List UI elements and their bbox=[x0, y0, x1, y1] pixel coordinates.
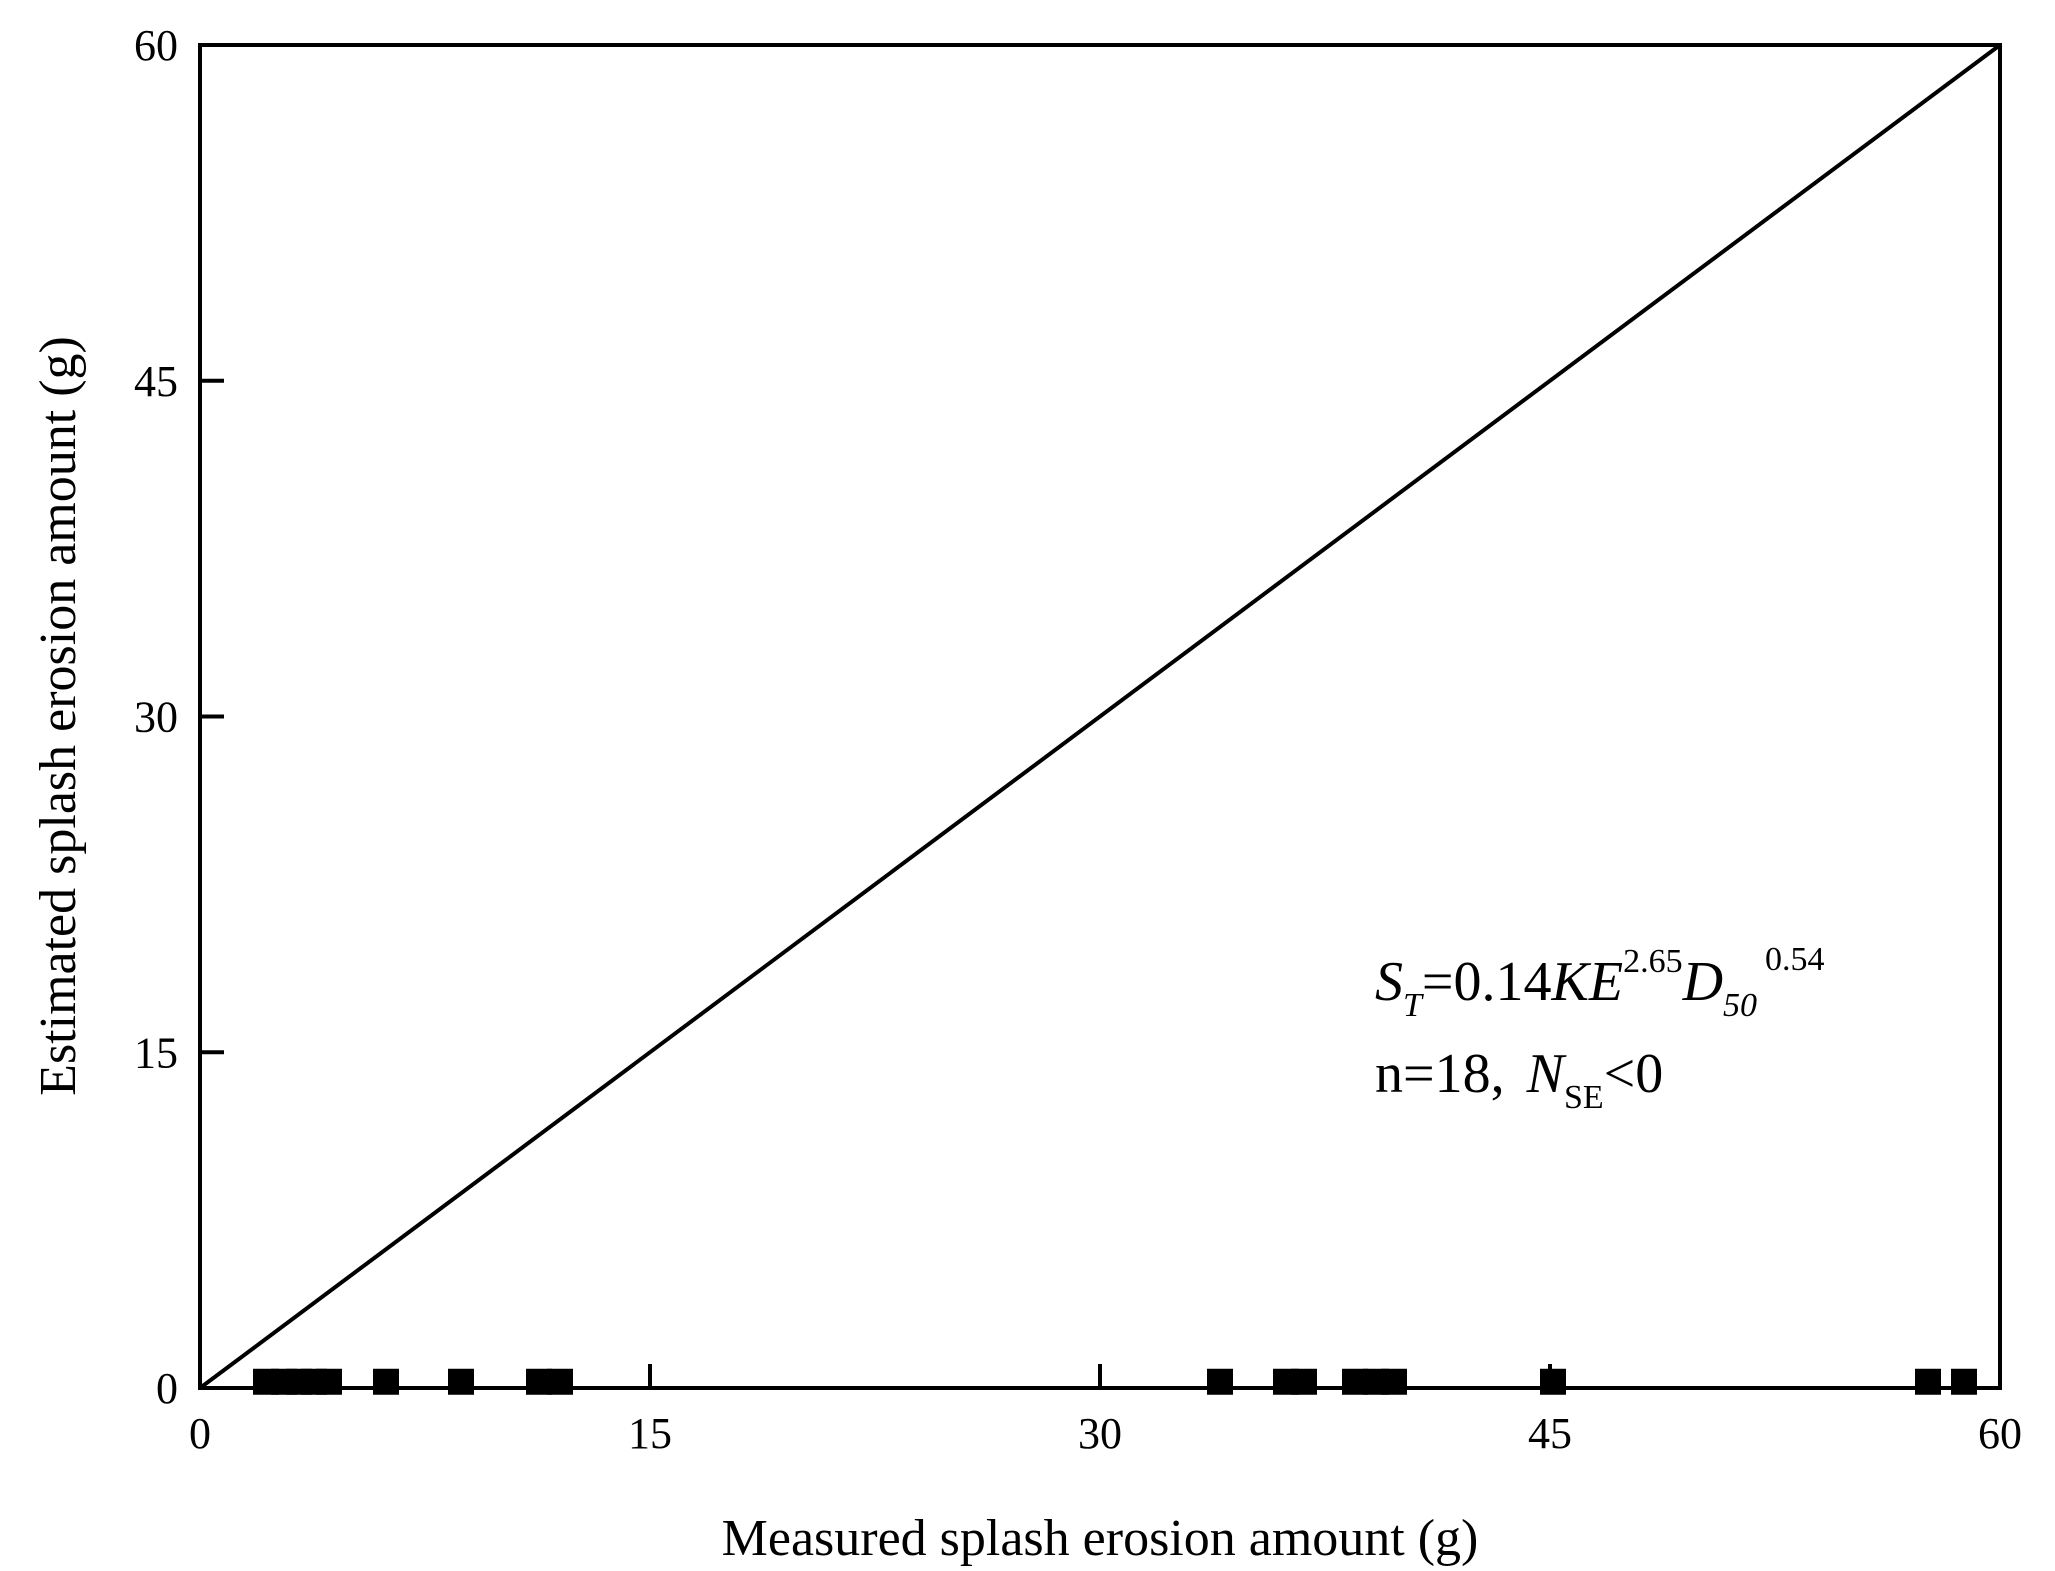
data-point bbox=[1951, 1368, 1977, 1395]
data-point bbox=[1915, 1368, 1941, 1395]
eq-d: D bbox=[1682, 951, 1723, 1013]
eq-mid: =0.14 bbox=[1422, 951, 1552, 1013]
data-point bbox=[1207, 1368, 1233, 1395]
data-point bbox=[448, 1368, 474, 1395]
data-point bbox=[1291, 1368, 1317, 1395]
y-tick-label: 15 bbox=[134, 1028, 178, 1077]
stat-nse-sub: SE bbox=[1564, 1079, 1604, 1116]
one-to-one-line bbox=[198, 43, 2002, 1390]
stat-rel: <0 bbox=[1604, 1043, 1664, 1105]
eq-s-sub: T bbox=[1403, 987, 1424, 1024]
eq-s: S bbox=[1375, 951, 1403, 1013]
equation-annotation: ST=0.14KE2.65D500.54 bbox=[1375, 941, 1825, 1024]
y-tick-label: 45 bbox=[134, 357, 178, 406]
y-tick-label: 0 bbox=[156, 1364, 178, 1413]
eq-ke-sup: 2.65 bbox=[1623, 943, 1683, 980]
stats-annotation: n=18, NSE<0 bbox=[1375, 1043, 1663, 1116]
x-tick-label: 0 bbox=[189, 1409, 211, 1458]
stat-nse: N bbox=[1526, 1043, 1567, 1105]
x-tick-label: 30 bbox=[1078, 1409, 1122, 1458]
y-axis-ticks: 0 15 30 45 60 bbox=[134, 21, 224, 1413]
y-tick-label: 30 bbox=[134, 693, 178, 742]
y-axis-title: Estimated splash erosion amount (g) bbox=[30, 336, 87, 1096]
stat-n: n=18, bbox=[1375, 1043, 1505, 1105]
data-point bbox=[547, 1368, 573, 1395]
y-tick-label: 60 bbox=[134, 21, 178, 70]
data-point bbox=[1540, 1368, 1566, 1395]
x-tick-label: 15 bbox=[628, 1409, 672, 1458]
data-point bbox=[1381, 1368, 1407, 1395]
x-axis-title: Measured splash erosion amount (g) bbox=[722, 1510, 1479, 1567]
eq-d-sup: 0.54 bbox=[1765, 941, 1825, 978]
eq-d-sub: 50 bbox=[1723, 987, 1757, 1024]
data-point bbox=[316, 1368, 342, 1395]
data-point bbox=[373, 1368, 399, 1395]
x-tick-label: 45 bbox=[1528, 1409, 1572, 1458]
data-points bbox=[253, 1368, 1977, 1395]
x-tick-label: 60 bbox=[1978, 1409, 2022, 1458]
eq-ke: KE bbox=[1551, 951, 1624, 1013]
